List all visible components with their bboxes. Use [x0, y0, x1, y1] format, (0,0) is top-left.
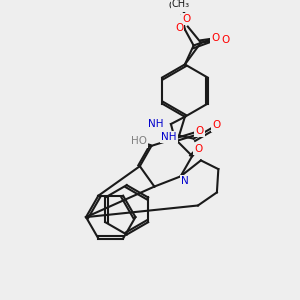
- Text: O: O: [212, 121, 220, 130]
- Text: CH₃: CH₃: [169, 1, 187, 11]
- Text: O: O: [182, 14, 190, 24]
- Text: NH: NH: [148, 119, 164, 129]
- Text: O: O: [175, 23, 183, 33]
- Text: HO: HO: [131, 136, 147, 146]
- Text: O: O: [195, 126, 204, 136]
- Text: O: O: [194, 144, 203, 154]
- Text: CH₃: CH₃: [172, 0, 190, 9]
- Text: N: N: [181, 176, 189, 186]
- Text: O: O: [211, 33, 220, 43]
- Text: NH: NH: [161, 132, 177, 142]
- Text: O: O: [221, 35, 230, 45]
